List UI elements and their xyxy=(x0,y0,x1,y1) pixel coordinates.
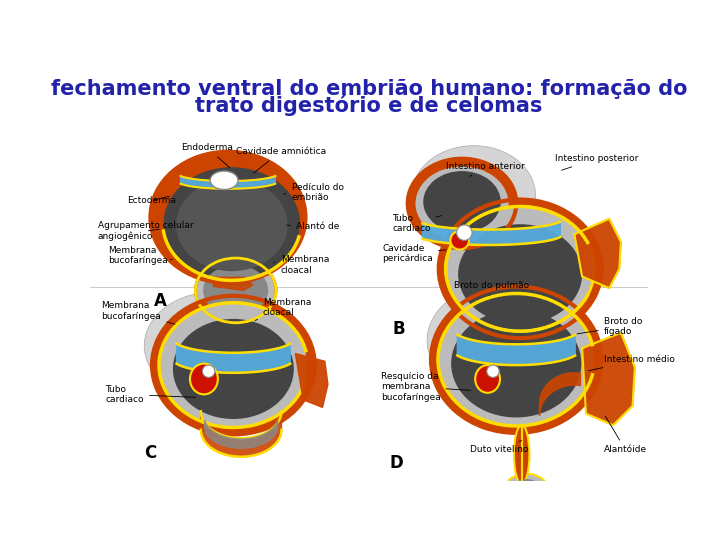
Ellipse shape xyxy=(152,296,315,434)
Text: Cavidade
pericárdica: Cavidade pericárdica xyxy=(382,244,446,263)
Ellipse shape xyxy=(458,224,582,325)
Ellipse shape xyxy=(176,179,287,271)
Ellipse shape xyxy=(210,171,238,190)
Polygon shape xyxy=(201,411,282,457)
Text: Agrupamento celular
angiogênico: Agrupamento celular angiogênico xyxy=(98,221,194,241)
Ellipse shape xyxy=(415,166,508,240)
Ellipse shape xyxy=(514,425,529,484)
Ellipse shape xyxy=(195,258,276,323)
Ellipse shape xyxy=(487,365,499,377)
Text: fechamento ventral do embrião humano: formação do: fechamento ventral do embrião humano: fo… xyxy=(50,79,688,99)
Text: Pedículo do
embrião: Pedículo do embrião xyxy=(284,183,343,202)
Text: Ectoderma: Ectoderma xyxy=(127,196,176,205)
Text: Tubo
cardiaco: Tubo cardiaco xyxy=(392,214,441,233)
Text: Intestino médio: Intestino médio xyxy=(589,355,675,370)
Text: Membrana
bucofaríngea: Membrana bucofaríngea xyxy=(108,246,172,266)
Ellipse shape xyxy=(412,146,536,246)
Text: B: B xyxy=(392,320,405,338)
Text: Alantó de: Alantó de xyxy=(287,222,340,231)
Text: Intestino posterior: Intestino posterior xyxy=(555,154,639,170)
Polygon shape xyxy=(204,420,278,448)
Text: Broto do pulmão: Broto do pulmão xyxy=(454,280,529,295)
Text: Saco vitelino: Saco vitelino xyxy=(0,539,1,540)
Ellipse shape xyxy=(451,309,581,417)
Text: Duto vitelino: Duto vitelino xyxy=(469,441,528,454)
Ellipse shape xyxy=(150,152,305,283)
Text: trato digestório e de celomas: trato digestório e de celomas xyxy=(195,94,543,116)
Polygon shape xyxy=(211,278,253,291)
Text: Intestino anterior: Intestino anterior xyxy=(446,162,526,177)
Polygon shape xyxy=(582,333,635,425)
Text: C: C xyxy=(144,443,156,462)
Text: Tubo
cardiaco: Tubo cardiaco xyxy=(106,384,196,404)
Polygon shape xyxy=(457,335,575,365)
Ellipse shape xyxy=(163,167,300,280)
Text: Membrana
cloacal: Membrana cloacal xyxy=(255,298,311,320)
Polygon shape xyxy=(176,343,290,373)
Text: Membrana
bucofaríngea: Membrana bucofaríngea xyxy=(102,301,175,324)
Ellipse shape xyxy=(408,159,516,248)
Text: Resquício da
membrana
bucofaríngea: Resquício da membrana bucofaríngea xyxy=(381,372,471,402)
Polygon shape xyxy=(295,354,328,408)
Ellipse shape xyxy=(173,319,294,419)
Polygon shape xyxy=(539,373,580,416)
Ellipse shape xyxy=(190,363,218,394)
Polygon shape xyxy=(181,176,275,189)
Ellipse shape xyxy=(423,171,500,233)
Ellipse shape xyxy=(475,365,500,393)
Text: Membrana
cloacal: Membrana cloacal xyxy=(274,255,329,275)
Ellipse shape xyxy=(438,294,594,425)
Ellipse shape xyxy=(203,265,269,316)
Ellipse shape xyxy=(160,303,307,427)
Ellipse shape xyxy=(451,231,469,249)
Text: Cavidade amniótica: Cavidade amniótica xyxy=(235,147,326,173)
Text: Broto do
fígado: Broto do fígado xyxy=(577,317,642,336)
Text: D: D xyxy=(390,454,404,471)
Ellipse shape xyxy=(158,167,254,244)
Text: Endoderma: Endoderma xyxy=(181,144,233,168)
Ellipse shape xyxy=(144,292,284,400)
Ellipse shape xyxy=(431,287,601,433)
Polygon shape xyxy=(575,219,621,288)
Text: Alantóide: Alantóide xyxy=(604,416,647,454)
Text: A: A xyxy=(154,292,167,310)
Ellipse shape xyxy=(509,479,544,507)
Polygon shape xyxy=(423,221,560,245)
Ellipse shape xyxy=(503,474,549,512)
Ellipse shape xyxy=(202,365,215,377)
Ellipse shape xyxy=(456,225,472,240)
Ellipse shape xyxy=(427,285,567,396)
Ellipse shape xyxy=(446,207,594,330)
Ellipse shape xyxy=(438,200,601,338)
